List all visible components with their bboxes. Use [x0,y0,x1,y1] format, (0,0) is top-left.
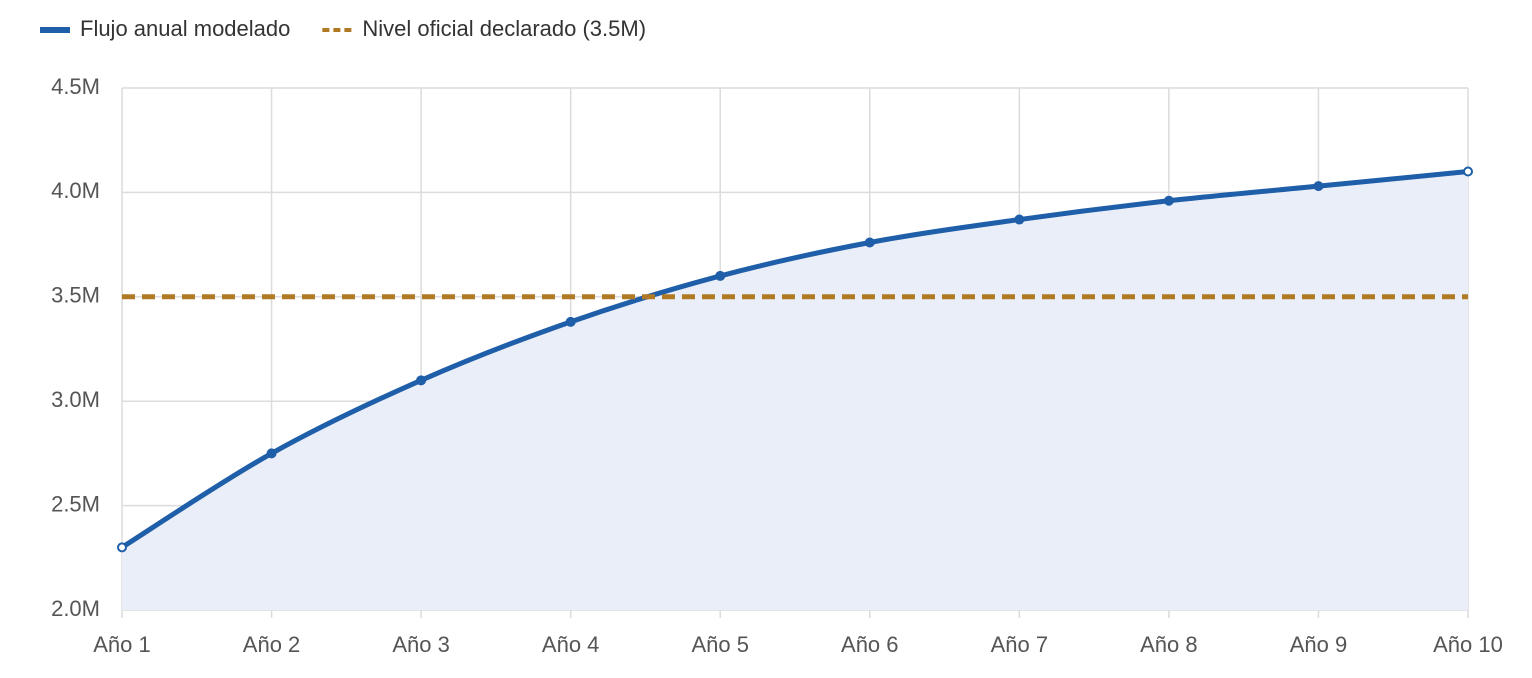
line [120,169,1469,550]
legend-label: Nivel oficial declarado (3.5M) [362,16,646,41]
y-tick-label: 4.0M [51,178,100,203]
x-tick-label: Año 5 [691,632,749,657]
x-tick-label: Año 8 [1140,632,1198,657]
point [1163,195,1174,206]
point [266,448,277,459]
point [1313,181,1324,192]
y-tick-label: 3.0M [51,387,100,412]
y-tick-label: 2.0M [51,596,100,621]
point [715,270,726,281]
point [565,316,576,327]
x-tick-label: Año 2 [243,632,301,657]
y-tick-label: 4.5M [51,74,100,99]
x-tick-label: Año 6 [841,632,899,657]
x-tick-label: Año 3 [392,632,450,657]
x-tick-label: Año 7 [991,632,1049,657]
y-tick-label: 3.5M [51,283,100,308]
legend-label: Flujo anual modelado [80,16,290,41]
area [122,171,1468,610]
x-tick-label: Año 4 [542,632,600,657]
y-tick-label: 2.5M [51,491,100,516]
point [117,542,127,553]
x-tick-label: Año 10 [1433,632,1503,657]
point [1014,214,1025,225]
point [416,375,427,386]
point [864,237,875,248]
x-tick-label: Año 9 [1290,632,1348,657]
x-tick-label: Año 1 [93,632,151,657]
point [1463,166,1473,177]
